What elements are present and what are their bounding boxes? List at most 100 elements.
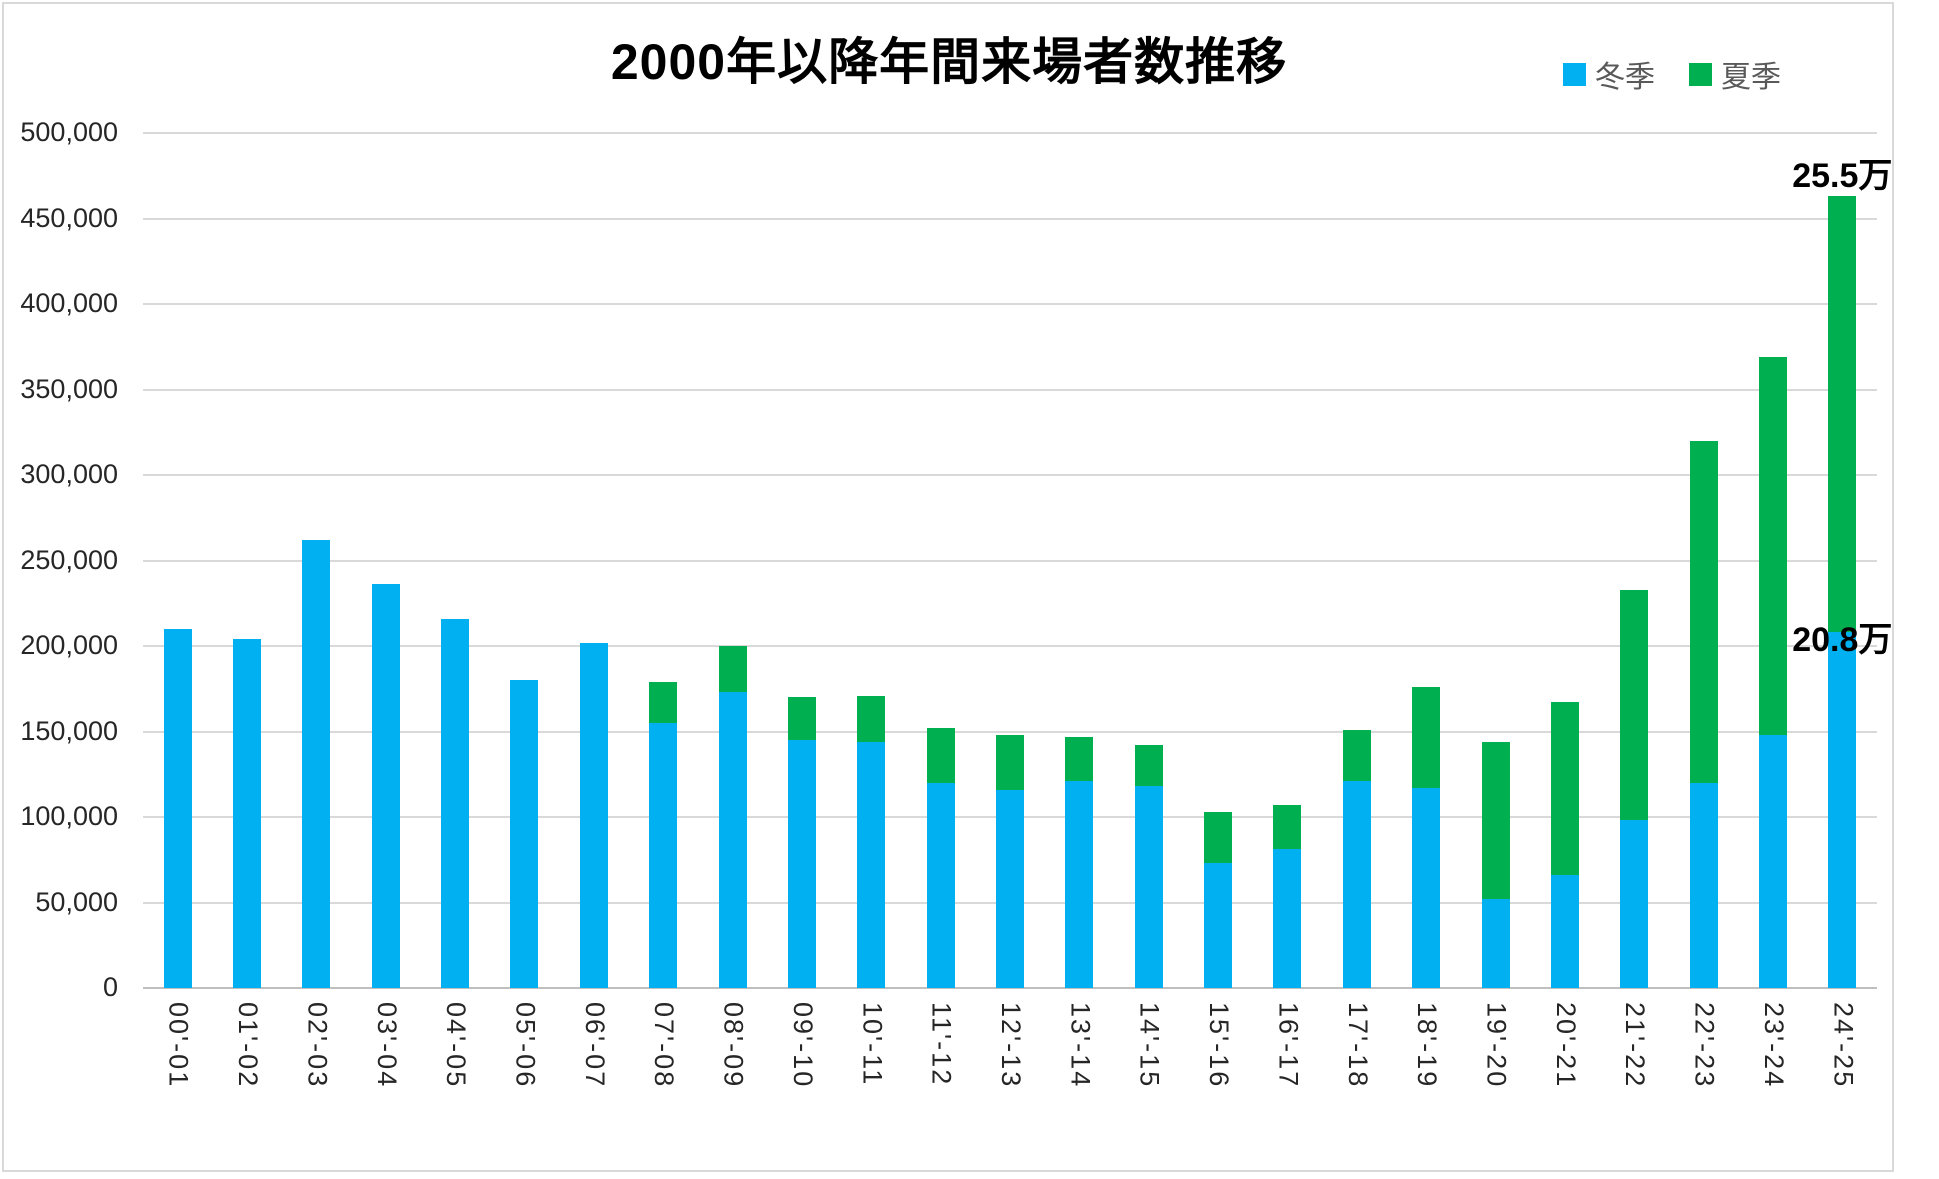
x-axis-line [143,987,1877,989]
bar-segment-winter [1550,875,1579,988]
x-tick-label: 22'-23 [1689,1002,1720,1089]
y-tick-label: 100,000 [20,801,118,831]
legend: 冬季 夏季 [1563,52,1781,96]
bar-segment-winter [857,741,886,988]
x-tick-label: 05'-06 [510,1002,541,1089]
bar-segment-summer [718,646,747,693]
x-tick-label: 01'-02 [233,1002,264,1089]
y-tick-label: 350,000 [20,373,118,404]
x-tick-label: 13'-14 [1065,1002,1096,1089]
y-tick-label: 500,000 [20,117,118,147]
x-tick-label: 12'-13 [996,1002,1026,1089]
bar-segment-winter [649,722,678,988]
legend-item-winter: 冬季 [1563,52,1655,96]
data-label: 20.8万 [1792,621,1893,660]
bar-segment-summer [926,728,955,783]
y-tick-label: 150,000 [20,715,118,746]
bar-segment-summer [787,697,816,741]
bar-segment-winter [233,639,262,988]
data-label: 25.5万 [1792,157,1893,196]
bar-segment-winter [163,628,192,988]
bar-segment-winter [1620,820,1649,988]
bar-segment-winter [1065,781,1094,988]
bar-segment-summer [649,681,678,723]
bar-segment-winter [787,740,816,988]
x-tick-label: 07'-08 [649,1002,680,1089]
bar-segment-winter [718,692,747,988]
bar-segment-summer [1689,440,1718,783]
x-tick-label: 15'-16 [1204,1002,1235,1089]
x-tick-label: 19'-20 [1481,1002,1512,1089]
bar-segment-winter [1412,787,1441,988]
bar-segment-winter [1134,786,1163,988]
y-tick-label: 450,000 [20,202,118,233]
winter-swatch-icon [1563,62,1586,86]
bar-segment-winter [1689,782,1718,988]
gridline [143,559,1877,562]
bar-segment-winter [1342,781,1371,988]
bar-segment-summer [1204,811,1233,864]
x-tick-label: 03'-04 [371,1002,402,1089]
legend-label-summer: 夏季 [1721,61,1781,94]
x-tick-label: 17'-18 [1342,1002,1373,1089]
x-tick-label: 14'-15 [1134,1002,1165,1089]
bar-segment-winter [1273,849,1302,988]
bar-segment-winter [441,618,470,988]
gridline [143,645,1877,647]
y-tick-label: 400,000 [20,288,118,318]
chart-title: 2000年以降年間来場者数推移 [610,34,1288,90]
x-tick-label: 08'-09 [718,1002,749,1089]
bar-segment-winter [1481,899,1510,988]
x-tick-label: 09'-10 [787,1002,818,1089]
bar-segment-summer [1758,357,1787,735]
gridline [143,474,1877,476]
legend-item-summer: 夏季 [1689,52,1781,96]
bar-segment-winter [926,782,955,988]
bar-segment-summer [996,734,1024,790]
bar-segment-winter [302,539,331,988]
y-tick-label: 0 [102,972,118,1002]
bar-segment-winter [1204,863,1233,988]
x-tick-label: 21'-22 [1620,1002,1651,1089]
bar-segment-summer [1828,196,1857,633]
bar-segment-winter [510,680,539,988]
x-tick-label: 00'-01 [163,1002,194,1089]
bar-segment-winter [579,642,608,988]
gridline [143,132,1877,134]
bar-segment-summer [1620,589,1649,821]
gridline [143,730,1877,733]
gridline [143,303,1877,305]
x-tick-label: 20'-21 [1550,1002,1581,1089]
bar-segment-summer [1550,702,1579,876]
bar-segment-winter [996,789,1024,988]
gridline [143,388,1877,391]
bar-segment-winter [371,584,400,988]
x-tick-label: 24'-25 [1828,1002,1859,1089]
y-tick-label: 50,000 [35,886,118,917]
bar-segment-winter [1758,734,1787,988]
y-tick-label: 200,000 [20,630,118,660]
bar-segment-winter [1828,632,1857,988]
x-tick-label: 23'-24 [1758,1002,1789,1089]
bar-segment-summer [1342,729,1371,782]
x-tick-label: 11'-12 [926,1002,957,1087]
y-tick-label: 300,000 [20,459,118,489]
bar-segment-summer [1412,687,1441,788]
bar-segment-summer [857,695,886,742]
x-tick-label: 06'-07 [579,1002,610,1089]
bar-segment-summer [1273,805,1302,850]
x-tick-label: 18'-19 [1412,1002,1443,1089]
legend-label-winter: 冬季 [1595,61,1655,94]
bar-segment-summer [1134,745,1163,787]
bar-segment-summer [1481,741,1510,900]
x-tick-label: 16'-17 [1273,1002,1304,1089]
x-tick-label: 02'-03 [302,1002,333,1089]
x-tick-label: 04'-05 [441,1002,472,1089]
x-tick-label: 10'-11 [857,1002,888,1087]
bar-segment-summer [1065,736,1094,782]
y-tick-label: 250,000 [20,544,118,575]
gridline [143,217,1877,220]
summer-swatch-icon [1689,62,1712,86]
